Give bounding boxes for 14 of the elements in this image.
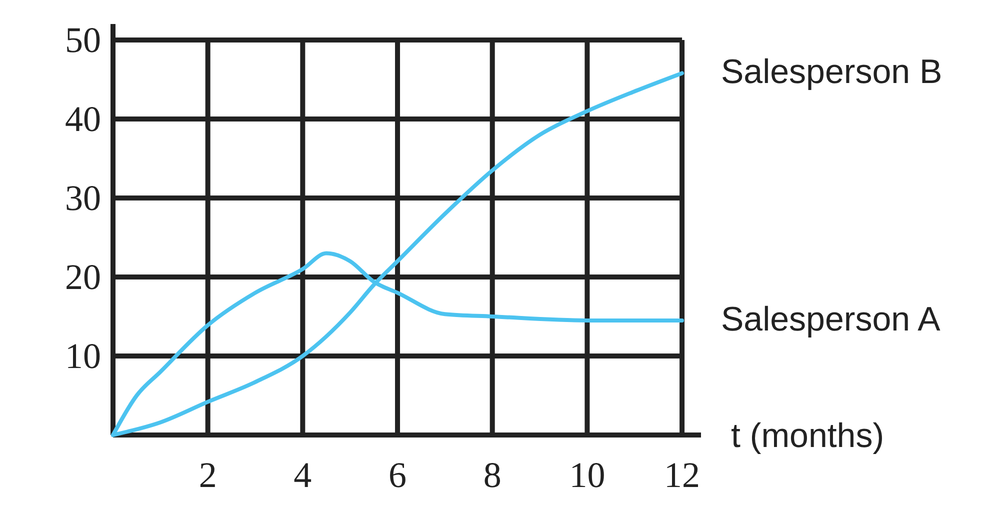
x-tick-label: 10: [569, 455, 606, 495]
y-tick-label: 40: [65, 99, 101, 139]
y-tick-label: 10: [65, 336, 101, 376]
x-tick-label: 8: [483, 455, 502, 495]
x-tick-label: 2: [198, 455, 217, 495]
x-tick-label: 12: [664, 455, 700, 495]
y-tick-label: 20: [65, 257, 101, 297]
series-label: Salesperson B: [721, 53, 942, 92]
y-tick-label: 30: [65, 178, 101, 218]
y-tick-label: 50: [65, 20, 101, 60]
series-label: Salesperson A: [721, 300, 941, 338]
x-tick-label: 4: [294, 455, 312, 495]
x-tick-label: 6: [388, 455, 407, 495]
x-axis-title: t (months): [731, 417, 884, 455]
